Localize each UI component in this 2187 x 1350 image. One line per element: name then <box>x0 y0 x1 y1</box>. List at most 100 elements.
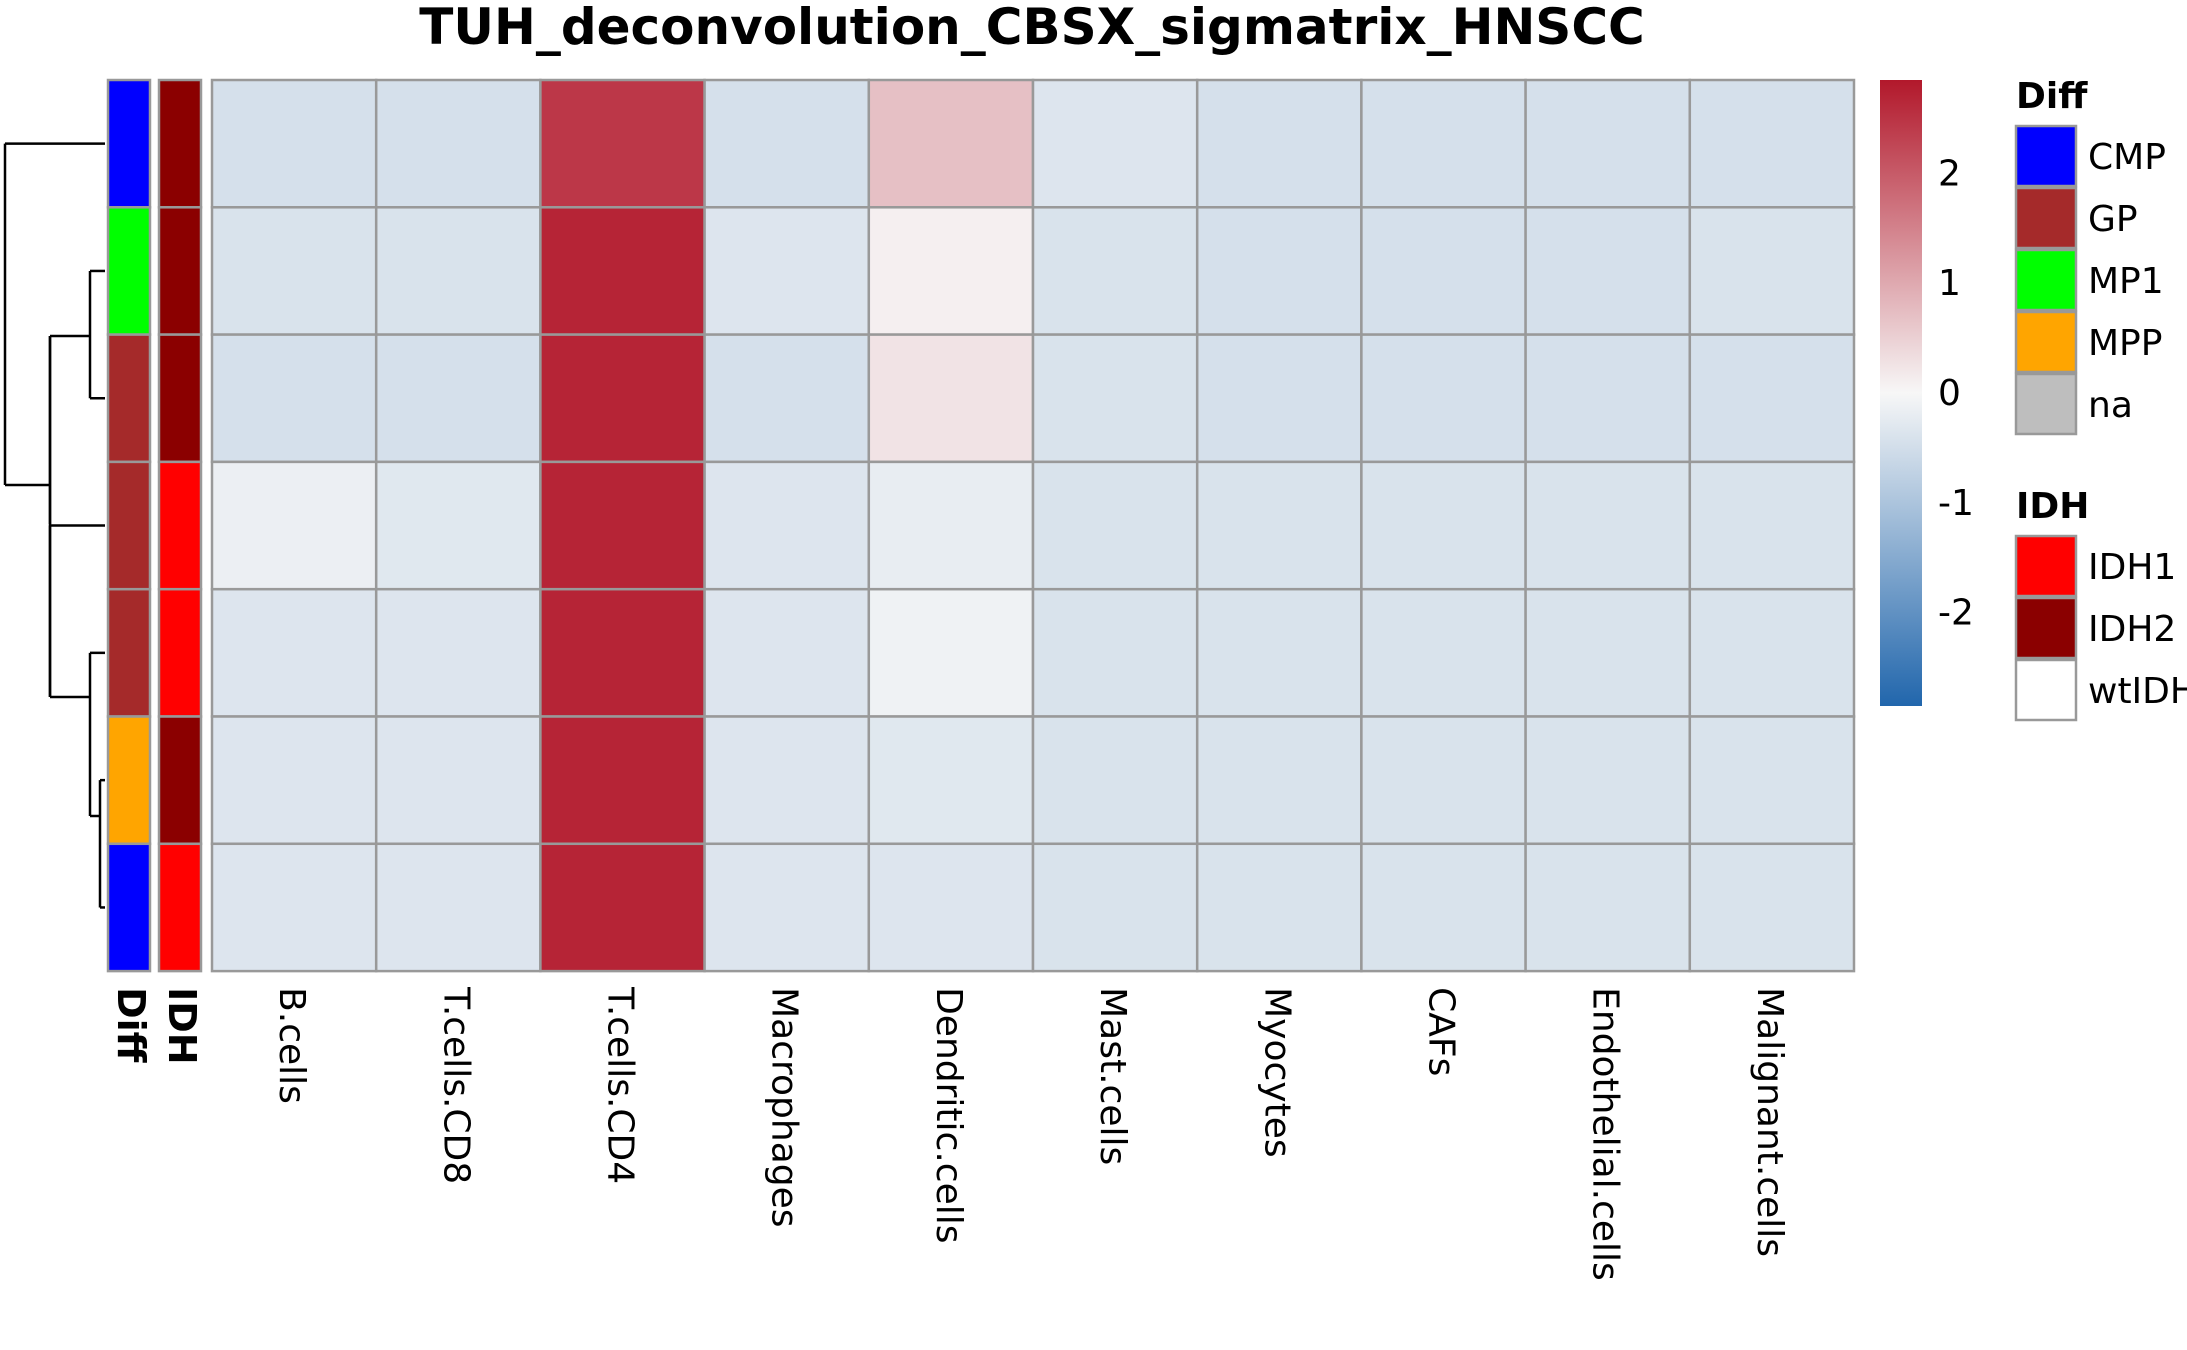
heatmap-cell <box>1360 715 1527 846</box>
legend-swatch <box>2014 310 2078 374</box>
heatmap-cell <box>1031 842 1199 973</box>
legend-title: Diff <box>2016 76 2088 117</box>
heatmap-cell <box>1524 333 1692 464</box>
annotation-cell-diff <box>106 842 152 973</box>
heatmap-cell <box>1031 333 1199 464</box>
heatmap-cell <box>1688 715 1856 846</box>
heatmap-cell <box>210 715 378 846</box>
column-label: Macrophages <box>764 987 805 1227</box>
row-dendrogram <box>3 142 105 909</box>
heatmap-cell <box>1031 460 1199 591</box>
heatmap-cell <box>703 78 871 209</box>
heatmap-cell <box>210 333 378 464</box>
heatmap-cell <box>1195 460 1363 591</box>
annotation-cell-idh <box>157 715 203 846</box>
heatmap-cell <box>1360 587 1527 718</box>
heatmap-cell <box>1360 333 1527 464</box>
heatmap-cell <box>374 78 542 209</box>
annotation-cell-idh <box>157 587 203 718</box>
heatmap-cell <box>210 842 378 973</box>
annotation-cell-diff <box>106 715 152 846</box>
annotation-cell-diff <box>106 460 152 591</box>
heatmap-cell <box>867 460 1035 591</box>
column-label: Mast.cells <box>1092 987 1133 1165</box>
heatmap-cell <box>703 587 871 718</box>
heatmap-cell <box>374 460 542 591</box>
row-annotation-bars: Diff IDH <box>106 78 204 1065</box>
color-scale-tick-label: 0 <box>1938 373 1961 414</box>
heatmap-cell <box>1360 78 1527 209</box>
heatmap-cell <box>374 587 542 718</box>
legend-swatch <box>2014 596 2078 660</box>
legend-item-label: wtIDH <box>2088 671 2187 712</box>
legend-item-label: IDH1 <box>2088 547 2176 588</box>
heatmap-cell <box>1688 587 1856 718</box>
column-label: Myocytes <box>1256 987 1297 1158</box>
color-scale-legend: 2 1 0 -1 -2 <box>1880 80 1974 706</box>
legend-item-label: IDH2 <box>2088 609 2176 650</box>
heatmap-cell <box>1031 715 1199 846</box>
column-label: Malignant.cells <box>1749 987 1790 1257</box>
heatmap-cell <box>1524 587 1692 718</box>
heatmap-cell <box>703 842 871 973</box>
heatmap-cell <box>539 715 706 846</box>
heatmap-cells <box>210 78 1856 973</box>
annotation-cell-idh <box>157 78 203 209</box>
heatmap-cell <box>1524 715 1692 846</box>
heatmap-cell <box>867 78 1035 209</box>
legend-item-label: na <box>2088 385 2133 426</box>
color-scale-bar <box>1880 80 1922 706</box>
heatmap-cell <box>1524 78 1692 209</box>
chart-title: TUH_deconvolution_CBSX_sigmatrix_HNSCC <box>419 0 1644 56</box>
heatmap-cell <box>1688 78 1856 209</box>
heatmap-cell <box>539 78 706 209</box>
heatmap-cell <box>867 842 1035 973</box>
heatmap-cell <box>703 715 871 846</box>
legend-title: IDH <box>2016 486 2089 527</box>
heatmap-cell <box>1195 78 1363 209</box>
heatmap-cell <box>374 715 542 846</box>
heatmap-cell <box>1688 333 1856 464</box>
legend-swatch <box>2014 658 2078 722</box>
heatmap-cell <box>1688 206 1856 336</box>
annotation-cell-diff <box>106 206 152 336</box>
heatmap-cell <box>1360 206 1527 336</box>
heatmap-cell <box>703 333 871 464</box>
legend-swatch <box>2014 248 2078 312</box>
heatmap-cell <box>1360 842 1527 973</box>
annotation-label: IDH <box>160 987 204 1064</box>
heatmap-cell <box>1688 842 1856 973</box>
column-label: CAFs <box>1421 987 1462 1076</box>
legend-swatch <box>2014 124 2078 188</box>
color-scale-tick-label: 1 <box>1938 263 1961 304</box>
column-label: T.cells.CD4 <box>600 986 641 1184</box>
annotation-cell-idh <box>157 460 203 591</box>
heatmap-cell <box>1195 715 1363 846</box>
heatmap-cell <box>1360 460 1527 591</box>
heatmap-cell <box>210 460 378 591</box>
color-scale-tick-label: -2 <box>1938 593 1974 634</box>
annotation-cell-idh <box>157 333 203 464</box>
column-labels: B.cells T.cells.CD8 T.cells.CD4 Macrophages… <box>271 986 1790 1281</box>
heatmap-cell <box>703 206 871 336</box>
heatmap-cell <box>867 587 1035 718</box>
heatmap-cell <box>1524 206 1692 336</box>
heatmap-cell <box>1524 460 1692 591</box>
heatmap-cell <box>210 206 378 336</box>
heatmap-cell <box>1031 587 1199 718</box>
heatmap-cell <box>374 333 542 464</box>
heatmap-cell <box>703 460 871 591</box>
heatmap-cell <box>539 587 706 718</box>
color-scale-tick-label: -1 <box>1938 483 1974 524</box>
column-label: B.cells <box>271 987 312 1104</box>
heatmap-cell <box>867 206 1035 336</box>
heatmap-cell <box>1195 842 1363 973</box>
legend-swatch <box>2014 186 2078 250</box>
heatmap-cell <box>539 842 706 973</box>
annotation-cell-diff <box>106 587 152 718</box>
heatmap-cell <box>1524 842 1692 973</box>
legend-item-label: GP <box>2088 199 2138 240</box>
heatmap-cell <box>1195 587 1363 718</box>
